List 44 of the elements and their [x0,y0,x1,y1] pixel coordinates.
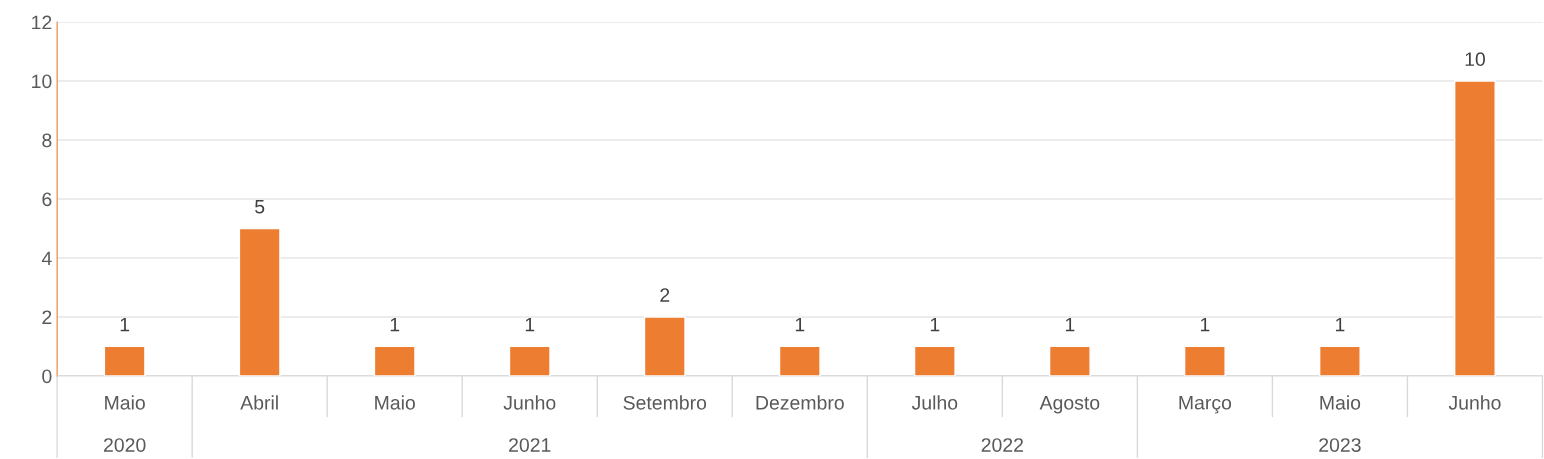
text: 2022 [981,438,1023,452]
bar [1048,345,1091,376]
y-tick-label: 6 [42,192,52,207]
data-label: 1 [795,317,805,332]
bar [913,345,956,376]
data-label: 1 [1065,317,1075,332]
text: 2023 [1319,438,1361,452]
x-tick-label: Junho [1448,395,1501,410]
text: 2021 [509,438,551,452]
data-label: 1 [390,317,400,332]
data-label: 1 [1335,317,1345,332]
x-tick-label: Maio [105,395,145,410]
y-tick-label: 2 [42,310,52,324]
x-tick-label: Julho [911,395,958,410]
bar [778,345,821,376]
x-tick-label: Abril [240,395,278,410]
bar [373,345,416,376]
y-tick-label: 10 [32,74,52,89]
bar [1318,345,1361,376]
x-tick-label: Maio [375,395,415,410]
x-tick-label: Junho [503,395,556,410]
bar [1453,80,1496,376]
data-label: 1 [930,317,940,332]
text: 2020 [104,438,146,452]
bar [1183,345,1226,376]
x-tick-label: Agosto [1039,396,1100,414]
data-label: 1 [1200,317,1210,332]
y-tick-label: 4 [41,251,52,265]
x-tick-label: Maio [1320,395,1361,410]
y-tick-label: 12 [32,15,52,30]
bar [103,345,146,376]
y-tick-label: 8 [42,133,52,148]
bar [643,316,686,376]
bar [508,345,551,376]
data-label: 2 [660,288,670,302]
data-label: 5 [255,199,265,214]
data-label: 10 [1465,52,1485,67]
x-tick-label: Setembro [623,395,707,410]
data-label: 1 [525,317,535,332]
x-tick-label: Dezembro [756,395,844,410]
x-tick-label: Março [1179,395,1232,414]
data-label: 1 [120,317,130,332]
bar [238,227,281,376]
y-tick-label: 0 [42,369,52,384]
